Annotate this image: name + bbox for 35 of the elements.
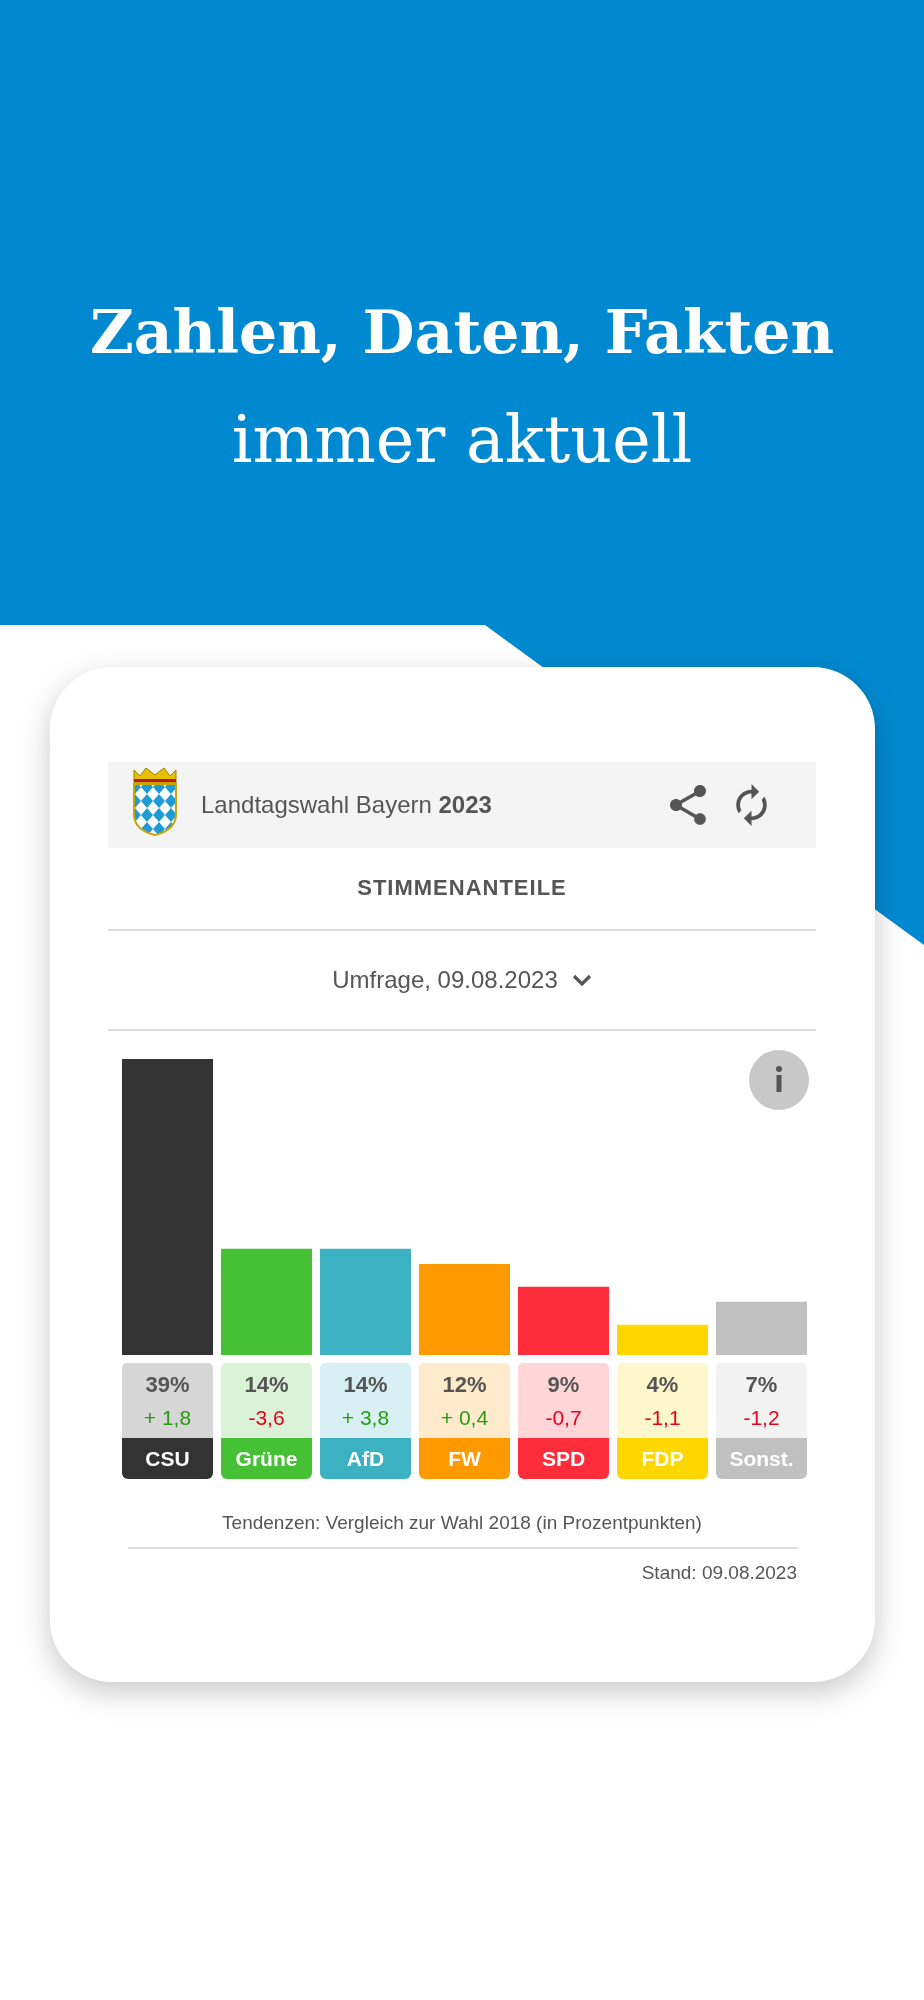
bar [616,1324,709,1355]
data-label: 9% [546,1371,581,1399]
bar [715,1301,808,1355]
bar [517,1286,610,1355]
bar [121,1059,214,1355]
x-tick-label: Grüne [235,1447,298,1470]
x-tick-label: Sonst. [729,1447,794,1470]
bar [418,1263,511,1355]
text: Zahlen, Daten, Fakten [88,296,836,369]
x-tick-label: CSU [145,1447,190,1470]
text: Stand: 09.08.2023 [640,1561,797,1585]
text: -1,2 [742,1405,781,1431]
chart-subtitle: STIMMENANTEILE [356,874,568,902]
data-label: 14% [342,1371,389,1399]
x-tick-label: FDP [641,1447,684,1470]
text: + 3,8 [340,1405,391,1431]
text: immer aktuell [230,401,694,479]
chart-title: Landtagswahl Bayern 2023 [201,791,492,818]
data-label: 39% [144,1371,191,1399]
text: -3,6 [247,1405,286,1431]
text: Tendenzen: Vergleich zur Wahl 2018 (in Prozentpunkten) [221,1511,703,1535]
x-tick-label: SPD [541,1447,586,1470]
data-label: 4% [645,1371,680,1399]
text: -0,7 [544,1405,583,1431]
text: -1,1 [643,1405,682,1431]
data-label: 12% [441,1371,488,1399]
bar [319,1248,412,1355]
bar [220,1248,313,1355]
data-label: 14% [243,1371,290,1399]
x-tick-label: AfD [346,1447,385,1470]
data-label: 7% [744,1371,779,1399]
text: + 0,4 [439,1405,490,1431]
x-tick-label: FW [448,1447,481,1470]
text: + 1,8 [142,1405,193,1431]
text: Umfrage, 09.08.2023 [332,966,558,994]
